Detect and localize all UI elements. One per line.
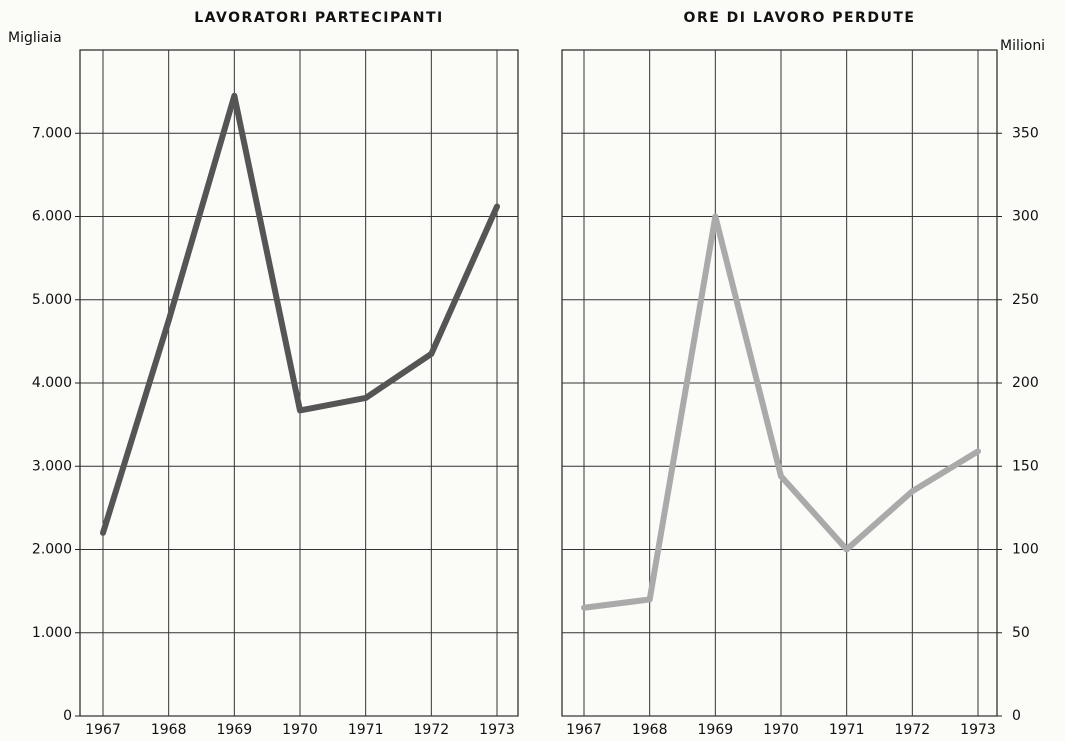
y-tick-label: 250 (1012, 292, 1039, 308)
chart-title: LAVORATORI PARTECIPANTI (194, 10, 443, 26)
x-tick-label: 1972 (895, 722, 931, 738)
y-tick-label: 6.000 (32, 209, 72, 225)
y-tick-label: 5.000 (32, 292, 72, 308)
x-tick-label: 1970 (282, 722, 318, 738)
y-tick-label: 100 (1012, 542, 1039, 558)
y-axis-label: Milioni (1000, 38, 1045, 54)
x-tick-label: 1973 (479, 722, 515, 738)
x-tick-label: 1969 (698, 722, 734, 738)
y-tick-label: 150 (1012, 458, 1039, 474)
x-tick-label: 1968 (151, 722, 187, 738)
x-tick-label: 1968 (632, 722, 668, 738)
data-line (581, 213, 981, 611)
x-tick-label: 1971 (829, 722, 865, 738)
y-tick-label: 300 (1012, 209, 1039, 225)
x-tick-label: 1973 (960, 722, 996, 738)
y-tick-label: 1.000 (32, 625, 72, 641)
y-tick-label: 50 (1012, 625, 1030, 641)
x-tick-label: 1971 (348, 722, 384, 738)
data-line (100, 92, 500, 536)
x-tick-label: 1970 (763, 722, 799, 738)
x-tick-label: 1972 (414, 722, 450, 738)
y-tick-label: 4.000 (32, 375, 72, 391)
y-tick-label: 2.000 (32, 542, 72, 558)
x-tick-label: 1969 (217, 722, 253, 738)
y-tick-label: 7.000 (32, 125, 72, 141)
y-tick-label: 350 (1012, 125, 1039, 141)
y-tick-label: 0 (1012, 708, 1021, 724)
y-axis-label: Migliaia (8, 30, 62, 46)
x-tick-label: 1967 (85, 722, 121, 738)
x-tick-label: 1967 (566, 722, 602, 738)
chart-title: ORE DI LAVORO PERDUTE (684, 10, 916, 26)
y-tick-label: 3.000 (32, 458, 72, 474)
y-tick-label: 200 (1012, 375, 1039, 391)
y-tick-label: 0 (63, 708, 72, 724)
